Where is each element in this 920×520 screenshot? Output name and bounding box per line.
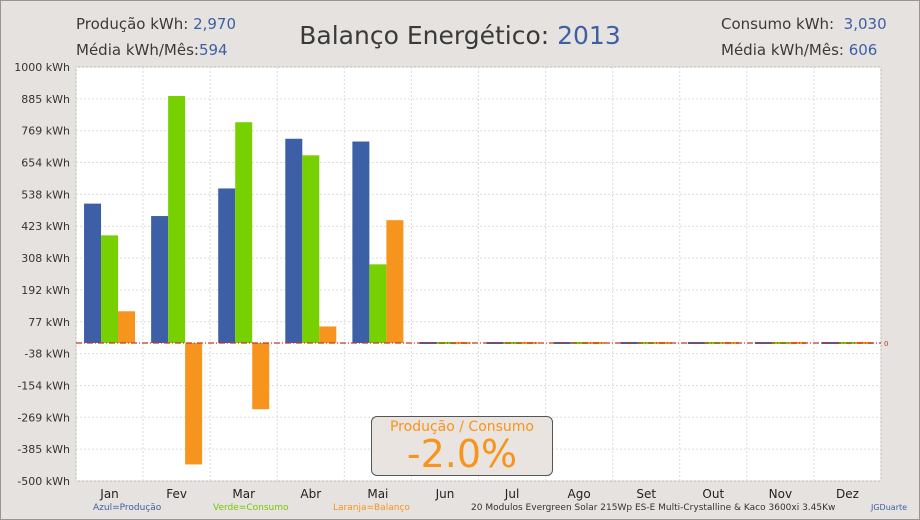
title-year: 2013 [557, 21, 621, 50]
x-tick-label: Out [702, 487, 724, 501]
bar-consumption [235, 122, 253, 343]
production-total: Produção kWh: 2,970 [76, 15, 236, 33]
x-tick-label: Abr [300, 487, 321, 501]
y-tick-label: -269 kWh [17, 411, 70, 424]
consumption-average: Média kWh/Mês: 606 [721, 41, 877, 59]
x-tick-label: Nov [769, 487, 792, 501]
bar-balance [319, 326, 337, 343]
bar-balance [855, 342, 873, 344]
production-avg-label: Média kWh/Mês: [76, 41, 199, 59]
legend-consumption: Verde=Consumo [213, 503, 289, 513]
consumption-avg-label: Média kWh/Mês: [721, 41, 844, 59]
x-tick-label: Mar [232, 487, 255, 501]
x-tick-label: Ago [568, 487, 591, 501]
x-tick-label: Set [636, 487, 656, 501]
bar-consumption [369, 264, 387, 343]
bar-consumption [503, 342, 521, 344]
y-tick-label: -154 kWh [17, 379, 70, 392]
x-tick-label: Jul [504, 487, 519, 501]
credit: JGDuarte [871, 503, 908, 512]
bar-chart: 1000 kWh 885 kWh 769 kWh 654 kWh 538 kWh 423 … [14, 61, 888, 501]
y-tick-label: 192 kWh [21, 284, 70, 297]
bar-production [352, 141, 370, 343]
bar-production [285, 138, 303, 343]
production-average: Média kWh/Mês:594 [76, 41, 228, 59]
bar-production [419, 342, 437, 344]
consumption-avg-value: 606 [848, 41, 878, 59]
ratio-label: Produção / Consumo [389, 419, 534, 435]
y-tick-label: -385 kWh [17, 443, 70, 456]
y-tick-label: 654 kWh [21, 157, 70, 170]
bar-consumption [101, 235, 119, 343]
bar-production [151, 216, 169, 343]
bar-production [84, 203, 102, 343]
bar-balance [185, 343, 203, 465]
y-tick-label: 1000 kWh [14, 61, 70, 74]
bar-production [821, 342, 839, 344]
bar-balance [788, 342, 806, 344]
consumption-label: Consumo kWh: [721, 15, 835, 33]
page-title: Balanço Energético: 2013 [1, 21, 919, 50]
x-tick-label: Dez [836, 487, 859, 501]
ratio-box: Produção / Consumo -2.0% [371, 416, 553, 476]
zero-label: 0 [884, 340, 888, 348]
system-info: 20 Modulos Evergreen Solar 215Wp ES-E Mu… [471, 503, 836, 513]
consumption-value: 3,030 [843, 15, 887, 33]
y-tick-label: 538 kWh [21, 188, 70, 201]
legend-production: Azul=Produção [93, 503, 162, 513]
y-tick-label: 423 kWh [21, 220, 70, 233]
bar-consumption [704, 342, 722, 344]
bar-balance [118, 311, 136, 343]
bar-balance [386, 220, 404, 343]
ratio-value: -2.0% [406, 432, 518, 476]
x-tick-label: Jan [99, 487, 119, 501]
bar-balance [252, 343, 270, 410]
y-tick-label: -500 kWh [17, 475, 70, 488]
bar-consumption [168, 95, 186, 343]
legend-balance: Laranja=Balanço [333, 503, 410, 513]
production-avg-value: 594 [198, 41, 228, 59]
consumption-total: Consumo kWh: 3,030 [721, 15, 887, 33]
y-tick-label: 77 kWh [28, 316, 70, 329]
x-tick-label: Jun [435, 487, 455, 501]
y-tick-label: 769 kWh [21, 125, 70, 138]
production-value: 2,970 [193, 15, 237, 33]
bar-consumption [302, 155, 320, 343]
y-tick-label: -38 kWh [24, 348, 70, 361]
y-tick-label: 308 kWh [21, 252, 70, 265]
y-tick-label: 885 kWh [21, 93, 70, 106]
production-label: Produção kWh: [76, 15, 189, 33]
x-tick-label: Mai [367, 487, 388, 501]
title-text: Balanço Energético: [299, 21, 550, 50]
x-tick-label: Fev [166, 487, 187, 501]
bar-consumption [637, 342, 655, 344]
bar-production [218, 188, 236, 343]
